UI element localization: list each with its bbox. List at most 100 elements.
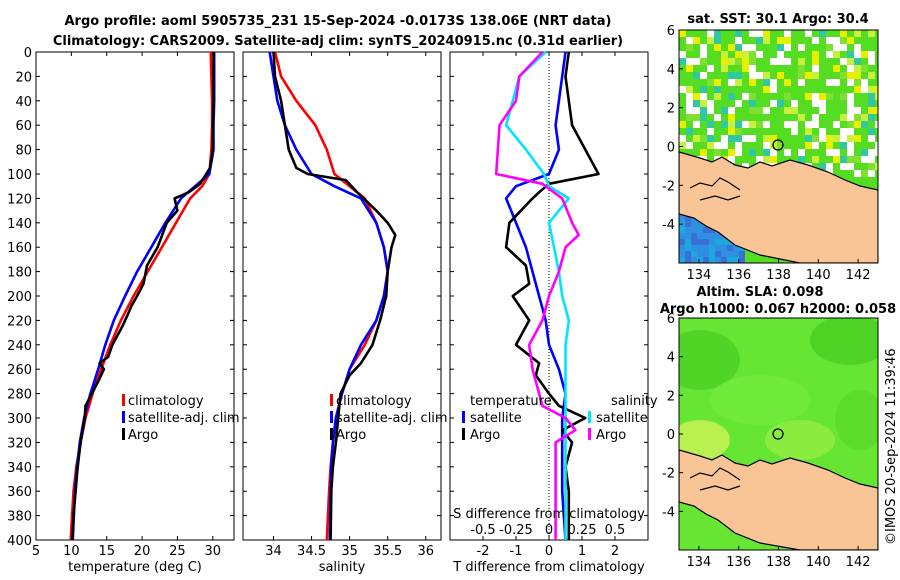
sst-cell <box>854 170 861 177</box>
sst-cell <box>714 37 721 44</box>
sst-cell <box>833 121 840 128</box>
sst-cell <box>700 107 707 114</box>
sst-cell <box>854 121 861 128</box>
sst-cell <box>847 51 854 58</box>
legend-label-t-satellite: satellite <box>470 411 522 426</box>
sst-cell <box>756 156 763 163</box>
sst-cell <box>763 107 770 114</box>
sst-cell <box>721 65 728 72</box>
sst-cell <box>770 86 777 93</box>
sst-cell <box>868 100 875 107</box>
y-tick-label: 40 <box>15 95 32 110</box>
sst-cell <box>686 142 693 149</box>
sst-cell <box>868 30 875 37</box>
sst-cell <box>721 51 728 58</box>
sst-cell <box>721 107 728 114</box>
salinity-panel-frame <box>242 51 442 541</box>
legend-swatch-climatology <box>330 394 333 406</box>
sst-cell <box>861 170 868 177</box>
x-tick-label: 34.5 <box>297 544 326 559</box>
map-y-tick-label: 0 <box>667 141 675 156</box>
sst-cell <box>868 170 875 177</box>
map-y-tick-label: 2 <box>667 389 675 404</box>
sst-cell <box>686 107 693 114</box>
sst-cold-cell <box>697 233 703 239</box>
x-tick-label: -1 <box>510 544 523 559</box>
legend-swatch-t-argo <box>462 428 465 440</box>
sst-cell <box>840 30 847 37</box>
legend-swatch-argo <box>330 428 333 440</box>
map-x-tick-label: 138 <box>766 268 791 283</box>
sst-cell <box>847 100 854 107</box>
sst-cell <box>875 142 878 149</box>
sst-cell <box>735 30 742 37</box>
sst-cold-cell <box>727 239 733 245</box>
series-line-salinity-satellite <box>504 51 571 540</box>
sst-cell <box>847 37 854 44</box>
sst-cell <box>728 72 735 79</box>
sst-cell <box>847 149 854 156</box>
series-line-climatology <box>69 51 214 541</box>
sst-cell <box>868 58 875 65</box>
sst-cell <box>861 65 868 72</box>
sst-cell <box>707 128 714 135</box>
sst-cold-cell <box>697 257 703 263</box>
sst-cell <box>763 149 770 156</box>
sst-cell <box>812 121 819 128</box>
sst-cell <box>700 44 707 51</box>
sst-cell <box>798 149 805 156</box>
sst-cell <box>742 163 749 170</box>
sst-cell <box>693 107 700 114</box>
sst-cell <box>805 72 812 79</box>
x-tick-label: 15 <box>98 544 115 559</box>
sst-cell <box>742 44 749 51</box>
legend-swatch-s-satellite <box>588 411 591 423</box>
sst-cell <box>847 135 854 142</box>
sst-cell <box>742 58 749 65</box>
x-tick-label: 25 <box>169 544 186 559</box>
sst-cell <box>875 93 878 100</box>
map-x-tick-label: 142 <box>846 268 871 283</box>
sst-cell <box>847 65 854 72</box>
sst-cold-cell <box>691 221 697 227</box>
sst-cell <box>777 142 784 149</box>
sst-argo-position-marker <box>772 139 784 151</box>
sst-cell <box>840 44 847 51</box>
sst-cell <box>693 37 700 44</box>
legend-label-satellite: satellite-adj. clim <box>336 411 448 426</box>
sst-cell <box>784 30 791 37</box>
y-tick-label: 80 <box>15 144 32 159</box>
top-x-tick-label: 0 <box>545 523 553 538</box>
sst-cell <box>854 107 861 114</box>
salinity-lines <box>268 51 397 541</box>
legend-label-s-satellite: satellite <box>596 411 648 426</box>
sst-cell <box>819 128 826 135</box>
sst-cell <box>721 121 728 128</box>
sst-cell <box>798 65 805 72</box>
sst-cell <box>749 93 756 100</box>
y-tick-label: 140 <box>7 217 32 232</box>
legend-label-t-argo: Argo <box>470 428 500 443</box>
x-tick-label: -2 <box>477 544 490 559</box>
sst-cell <box>763 79 770 86</box>
sst-cell <box>868 107 875 114</box>
sst-cold-cell <box>709 251 715 257</box>
sst-cell <box>686 100 693 107</box>
sst-cold-cell <box>679 233 685 239</box>
legend-title-temperature: temperature <box>470 394 552 409</box>
sst-cell <box>686 86 693 93</box>
legend-label-satellite: satellite-adj. clim <box>128 411 240 426</box>
difference-xlabel: T difference from climatology <box>452 560 645 575</box>
sst-cell <box>784 121 791 128</box>
sst-cell <box>875 107 878 114</box>
sst-cell <box>700 135 707 142</box>
sst-cell <box>728 156 735 163</box>
sla-map-title-line2: Argo h1000: 0.067 h2000: 0.058 <box>660 302 896 317</box>
series-line-argo <box>70 52 215 541</box>
sst-cell <box>714 44 721 51</box>
sst-cell <box>749 51 756 58</box>
sst-cell <box>847 107 854 114</box>
map-y-tick-label: 4 <box>667 351 675 366</box>
sst-cell <box>854 65 861 72</box>
legend-swatch-t-satellite <box>462 411 465 423</box>
